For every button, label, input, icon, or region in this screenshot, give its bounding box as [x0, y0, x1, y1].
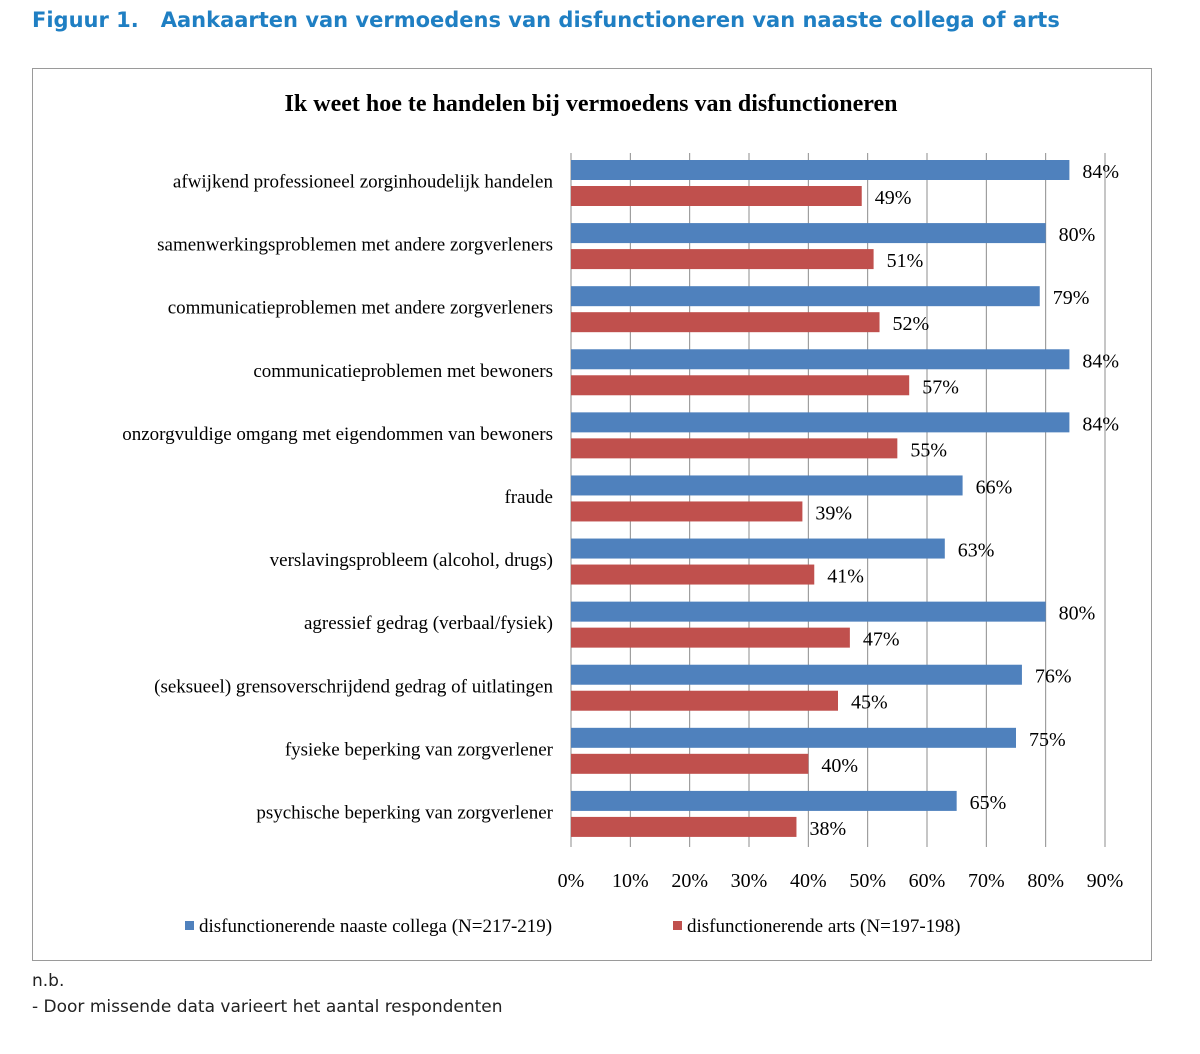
- bar-naaste-collega: [571, 727, 1016, 748]
- data-label: 39%: [815, 502, 852, 524]
- x-tick-label: 10%: [612, 870, 649, 892]
- bar-arts: [571, 249, 874, 270]
- bar-arts: [571, 312, 880, 333]
- data-label: 65%: [970, 792, 1007, 814]
- data-label: 66%: [976, 476, 1013, 498]
- x-tick-label: 20%: [671, 870, 708, 892]
- bar-chart: Ik weet hoe te handelen bij vermoedens v…: [122, 91, 1124, 937]
- data-label: 49%: [875, 187, 912, 209]
- bar-naaste-collega: [571, 349, 1070, 370]
- data-label: 51%: [887, 250, 924, 272]
- bar-arts: [571, 186, 862, 206]
- bar-arts: [571, 627, 850, 648]
- data-label: 38%: [809, 818, 846, 840]
- data-label: 45%: [851, 692, 888, 714]
- category-label: verslavingsprobleem (alcohol, drugs): [270, 550, 553, 571]
- x-tick-label: 60%: [909, 870, 946, 892]
- category-label: afwijkend professioneel zorginhoudelijk …: [173, 172, 554, 193]
- bar-naaste-collega: [571, 601, 1046, 622]
- data-label: 84%: [1082, 350, 1119, 372]
- data-label: 41%: [827, 566, 864, 588]
- x-tick-label: 0%: [558, 870, 585, 892]
- note-text: - Door missende data varieert het aantal…: [32, 997, 503, 1017]
- bar-naaste-collega: [571, 475, 963, 496]
- bar-arts: [571, 753, 809, 774]
- category-label: samenwerkingsproblemen met andere zorgve…: [157, 235, 553, 256]
- bar-arts: [571, 816, 797, 837]
- chart-title: Ik weet hoe te handelen bij vermoedens v…: [285, 91, 898, 117]
- legend-swatch: [673, 921, 682, 930]
- data-label: 40%: [821, 755, 858, 777]
- category-label: fysieke beperking van zorgverlener: [285, 739, 554, 760]
- data-label: 52%: [893, 313, 930, 335]
- data-label: 84%: [1082, 413, 1119, 435]
- chart-frame: Ik weet hoe te handelen bij vermoedens v…: [32, 68, 1152, 961]
- bar-naaste-collega: [571, 664, 1022, 685]
- legend-label: disfunctionerende naaste collega (N=217-…: [199, 916, 552, 937]
- x-tick-label: 80%: [1027, 870, 1064, 892]
- category-label: fraude: [504, 487, 553, 508]
- data-label: 57%: [922, 376, 959, 398]
- figure-number: Figuur 1.: [32, 8, 139, 32]
- figure-caption: Figuur 1. Aankaarten van vermoedens van d…: [32, 8, 1060, 32]
- data-label: 55%: [910, 439, 947, 461]
- x-tick-label: 50%: [849, 870, 886, 892]
- bar-naaste-collega: [571, 286, 1040, 307]
- bar-arts: [571, 375, 910, 396]
- bar-naaste-collega: [571, 790, 957, 811]
- bar-naaste-collega: [571, 160, 1070, 180]
- category-label: (seksueel) grensoverschrijdend gedrag of…: [154, 676, 553, 697]
- bar-arts: [571, 438, 898, 459]
- x-tick-label: 90%: [1087, 870, 1124, 892]
- data-label: 47%: [863, 629, 900, 651]
- bar-arts: [571, 564, 815, 585]
- x-tick-label: 40%: [790, 870, 827, 892]
- category-label: communicatieproblemen met bewoners: [253, 361, 553, 382]
- x-tick-label: 30%: [731, 870, 768, 892]
- category-label: onzorgvuldige omgang met eigendommen van…: [122, 424, 553, 445]
- data-label: 80%: [1059, 224, 1096, 246]
- category-label: agressief gedrag (verbaal/fysiek): [304, 613, 553, 634]
- category-label: communicatieproblemen met andere zorgver…: [168, 298, 553, 319]
- category-label: psychische beperking van zorgverlener: [256, 802, 553, 823]
- bar-arts: [571, 690, 838, 711]
- note-label: n.b.: [32, 971, 65, 991]
- figure-title: Aankaarten van vermoedens van disfunctio…: [160, 8, 1060, 32]
- data-label: 84%: [1082, 161, 1119, 183]
- data-label: 75%: [1029, 729, 1066, 751]
- bar-naaste-collega: [571, 538, 945, 559]
- data-label: 63%: [958, 540, 995, 562]
- bar-naaste-collega: [571, 223, 1046, 244]
- data-label: 76%: [1035, 666, 1072, 688]
- data-label: 80%: [1059, 603, 1096, 625]
- data-label: 79%: [1053, 287, 1090, 309]
- x-tick-label: 70%: [968, 870, 1005, 892]
- legend-swatch: [185, 921, 194, 930]
- notes: n.b. - Door missende data varieert het a…: [32, 968, 503, 1020]
- bar-arts: [571, 501, 803, 522]
- bar-naaste-collega: [571, 412, 1070, 433]
- legend-label: disfunctionerende arts (N=197-198): [687, 916, 960, 937]
